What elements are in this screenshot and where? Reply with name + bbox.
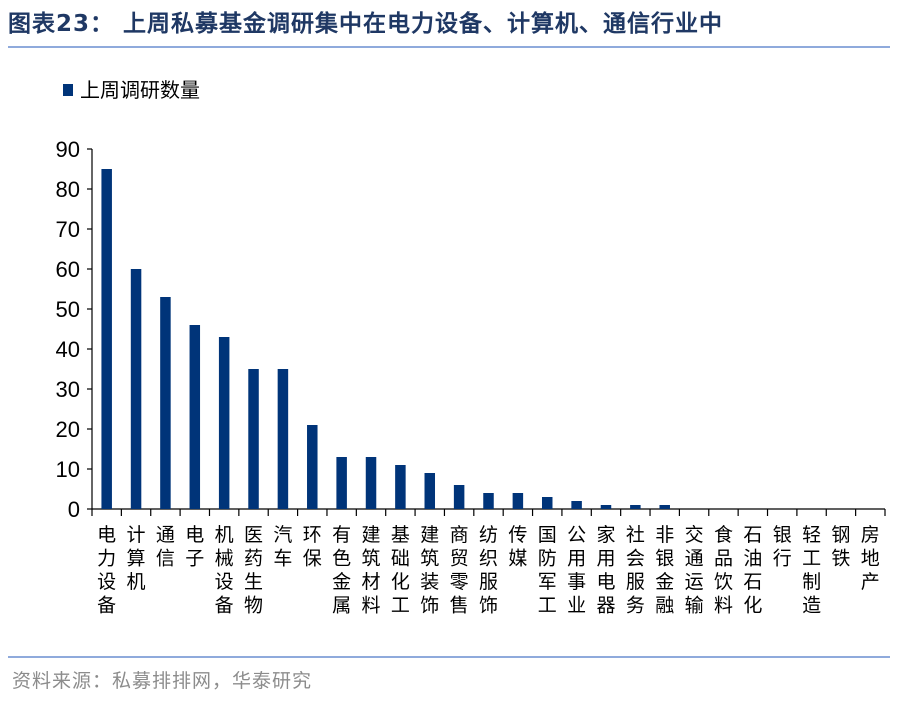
- bar: [453, 485, 465, 509]
- title-bar: 图表23： 上周私募基金调研集中在电力设备、计算机、通信行业中: [8, 6, 888, 42]
- legend-label: 上周调研数量: [80, 78, 200, 102]
- bar: [218, 337, 230, 509]
- y-tick-label: 60: [56, 257, 80, 282]
- x-category-label: 交通运输: [685, 524, 704, 617]
- x-category-label: 商贸零售: [450, 524, 469, 617]
- bar: [424, 473, 436, 509]
- x-category-label: 计算机: [127, 524, 146, 593]
- y-tick-label: 10: [56, 457, 80, 482]
- bar: [512, 493, 524, 509]
- bar: [630, 505, 641, 509]
- bar: [307, 425, 318, 509]
- y-tick-label: 30: [56, 377, 80, 402]
- x-category-label: 通信: [156, 524, 175, 570]
- x-category-label: 有色金属: [332, 524, 351, 617]
- x-category-label: 环保: [303, 524, 322, 570]
- figure-title: 图表23： 上周私募基金调研集中在电力设备、计算机、通信行业中: [8, 11, 724, 37]
- x-category-label: 石油石化: [743, 524, 762, 617]
- y-tick-label: 50: [56, 297, 80, 322]
- bar: [483, 493, 494, 509]
- bar: [571, 501, 582, 509]
- x-category-label: 汽车: [273, 524, 292, 570]
- bar: [248, 369, 259, 509]
- x-category-label: 医药生物: [244, 524, 263, 617]
- bar-chart: 上周调研数量 0 10 20 30 40 50 60 70 80 90 电力设备计算机通信电子机械设备…: [56, 78, 886, 617]
- x-category-label: 传媒: [508, 524, 527, 570]
- y-tick-label: 40: [56, 337, 80, 362]
- x-category-label: 国防军工: [538, 524, 557, 617]
- bar: [600, 505, 612, 509]
- bar: [365, 457, 377, 509]
- bar: [277, 369, 289, 509]
- x-category-label: 房地产: [861, 524, 880, 593]
- x-category-label: 基础化工: [391, 524, 410, 617]
- bar: [659, 505, 670, 509]
- x-category-label: 社会服务: [626, 524, 645, 617]
- bar: [189, 325, 201, 509]
- x-category-label: 轻工制造: [802, 524, 821, 617]
- legend-swatch: [63, 84, 73, 96]
- bar: [101, 169, 112, 509]
- x-category-label: 家用电器: [596, 524, 615, 617]
- x-category-label: 建筑装饰: [420, 524, 439, 617]
- x-category-label: 非银金融: [655, 524, 674, 617]
- x-category-label: 钢铁: [831, 524, 850, 570]
- x-category-label: 食品饮料: [714, 524, 733, 617]
- y-tick-label: 70: [56, 217, 80, 242]
- x-category-label: 建筑材料: [362, 524, 381, 617]
- bar: [395, 465, 406, 509]
- x-category-label: 机械设备: [215, 524, 234, 617]
- bar: [160, 297, 171, 509]
- x-category-label: 电子: [185, 524, 204, 570]
- bottom-rule: [8, 656, 890, 658]
- bar: [130, 269, 142, 509]
- y-tick-label: 0: [68, 497, 80, 522]
- x-category-label: 公用事业: [567, 524, 586, 617]
- bar: [336, 457, 347, 509]
- y-tick-label: 90: [56, 137, 80, 162]
- y-tick-label: 80: [56, 177, 80, 202]
- x-category-label: 纺织服饰: [479, 524, 498, 617]
- x-category-label: 银行: [773, 524, 792, 570]
- y-tick-label: 20: [56, 417, 80, 442]
- top-rule: [8, 46, 890, 48]
- x-category-label: 电力设备: [97, 524, 116, 617]
- bar: [541, 497, 553, 509]
- source-note: 资料来源：私募排排网，华泰研究: [12, 670, 313, 692]
